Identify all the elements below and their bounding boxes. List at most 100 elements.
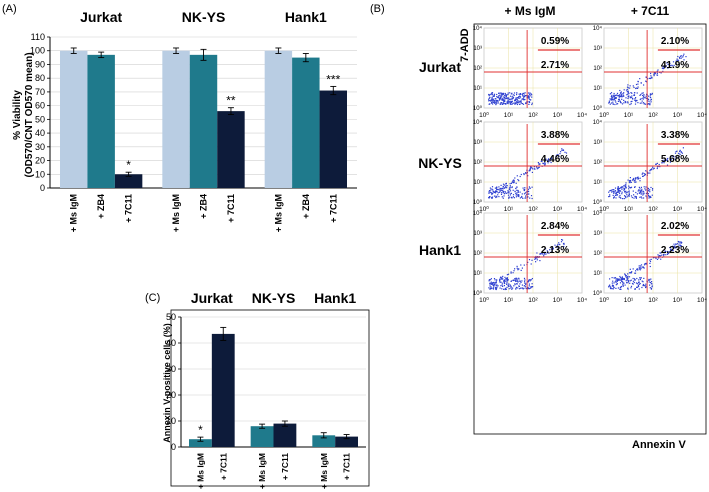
panel-a-ylabel-line1: % Viability [12,90,23,140]
flow-dot [675,60,677,62]
flow-dot [621,193,623,195]
flow-dot [557,243,559,245]
flow-dot [489,288,491,290]
flow-dot [625,101,627,103]
flow-dot [518,285,520,287]
flow-dot [633,92,636,94]
flow-dot [550,161,552,164]
flow-dot [521,103,523,105]
flow-dot [511,95,513,98]
flow-dot [495,195,497,197]
flow-dot [504,279,506,281]
flow-dot [509,95,512,97]
flow-dot [519,93,522,95]
flow-dot [613,94,615,96]
flow-dot [666,158,668,160]
flow-dot [518,278,520,280]
flow-dot [490,283,492,285]
flow-dot [622,93,624,95]
flow-dot [507,192,509,194]
flow-dot [635,197,637,199]
flow-dot [517,195,519,197]
flow-dot [492,98,494,100]
flow-dot [506,185,508,187]
flow-dot [644,173,646,175]
flow-dot [648,103,650,105]
flow-dot [502,191,504,193]
flow-dot [528,193,530,195]
flow-dot [617,279,619,281]
flow-dot [492,190,494,192]
flow-dot [609,194,611,196]
flow-dot [528,280,530,282]
flow-dot [642,175,644,177]
flow-dot [530,286,532,288]
flow-dot [634,186,636,188]
flow-dot [620,197,622,199]
flow-dot [669,63,671,65]
flow-dot [510,182,513,184]
y-tick-label: 10 [35,169,45,179]
flow-dot [500,92,503,94]
x-tick-label: 10² [648,206,658,213]
flow-dot [640,82,642,84]
x-tick-label: 10¹ [624,112,634,119]
flow-dot [511,97,513,99]
flow-dot [505,185,507,187]
flow-dot [609,195,611,197]
flow-dot [628,186,630,188]
flow-dot [499,190,501,192]
flow-dot [612,284,614,286]
flow-dot [621,96,623,98]
flow-dot [631,271,633,273]
flow-dot [494,101,496,103]
flow-dot [503,279,505,281]
flow-dot [617,95,619,97]
flow-dot [621,280,623,282]
x-tick-label: 10² [528,297,538,304]
flow-dot [630,96,632,98]
y-tick-label: 10¹ [473,271,482,277]
flow-dot [635,270,637,272]
flow-dot [507,273,510,275]
flow-dot [638,186,640,188]
flow-dot [626,196,628,198]
flow-dot [652,168,655,170]
flow-dot [633,86,635,88]
flow-dot [674,247,676,249]
flow-dot [630,181,632,183]
flow-dot [642,94,644,97]
flow-dot [627,93,629,95]
flow-dot [504,103,507,105]
flow-dot [508,283,510,285]
flow-dot [643,103,645,105]
flow-dot [505,97,507,100]
flow-dot [631,97,633,99]
flow-dot [507,99,509,101]
flow-dot [622,283,624,285]
flow-dot [503,195,505,197]
x-tick-label: 10² [648,112,658,119]
flow-dot [521,193,523,195]
column-header: + 7C11 [631,4,670,18]
flow-dot [525,287,527,290]
flow-dot [636,99,638,102]
flow-dot [617,100,619,102]
flow-dot [655,257,657,260]
flow-dot [561,239,564,241]
flow-dot [524,92,526,94]
flow-dot [640,186,642,188]
x-tick-label: 10² [528,206,538,213]
flow-dot [517,97,519,99]
flow-dot [632,277,634,280]
flow-dot [666,164,669,166]
flow-dot [499,287,501,289]
flow-dot [515,102,517,104]
flow-dot [637,80,639,82]
flow-dot [626,278,628,280]
flow-dot [516,94,518,96]
flow-dot [648,195,650,197]
bar [292,57,320,188]
flow-dot [506,280,508,282]
flow-dot [649,196,652,199]
